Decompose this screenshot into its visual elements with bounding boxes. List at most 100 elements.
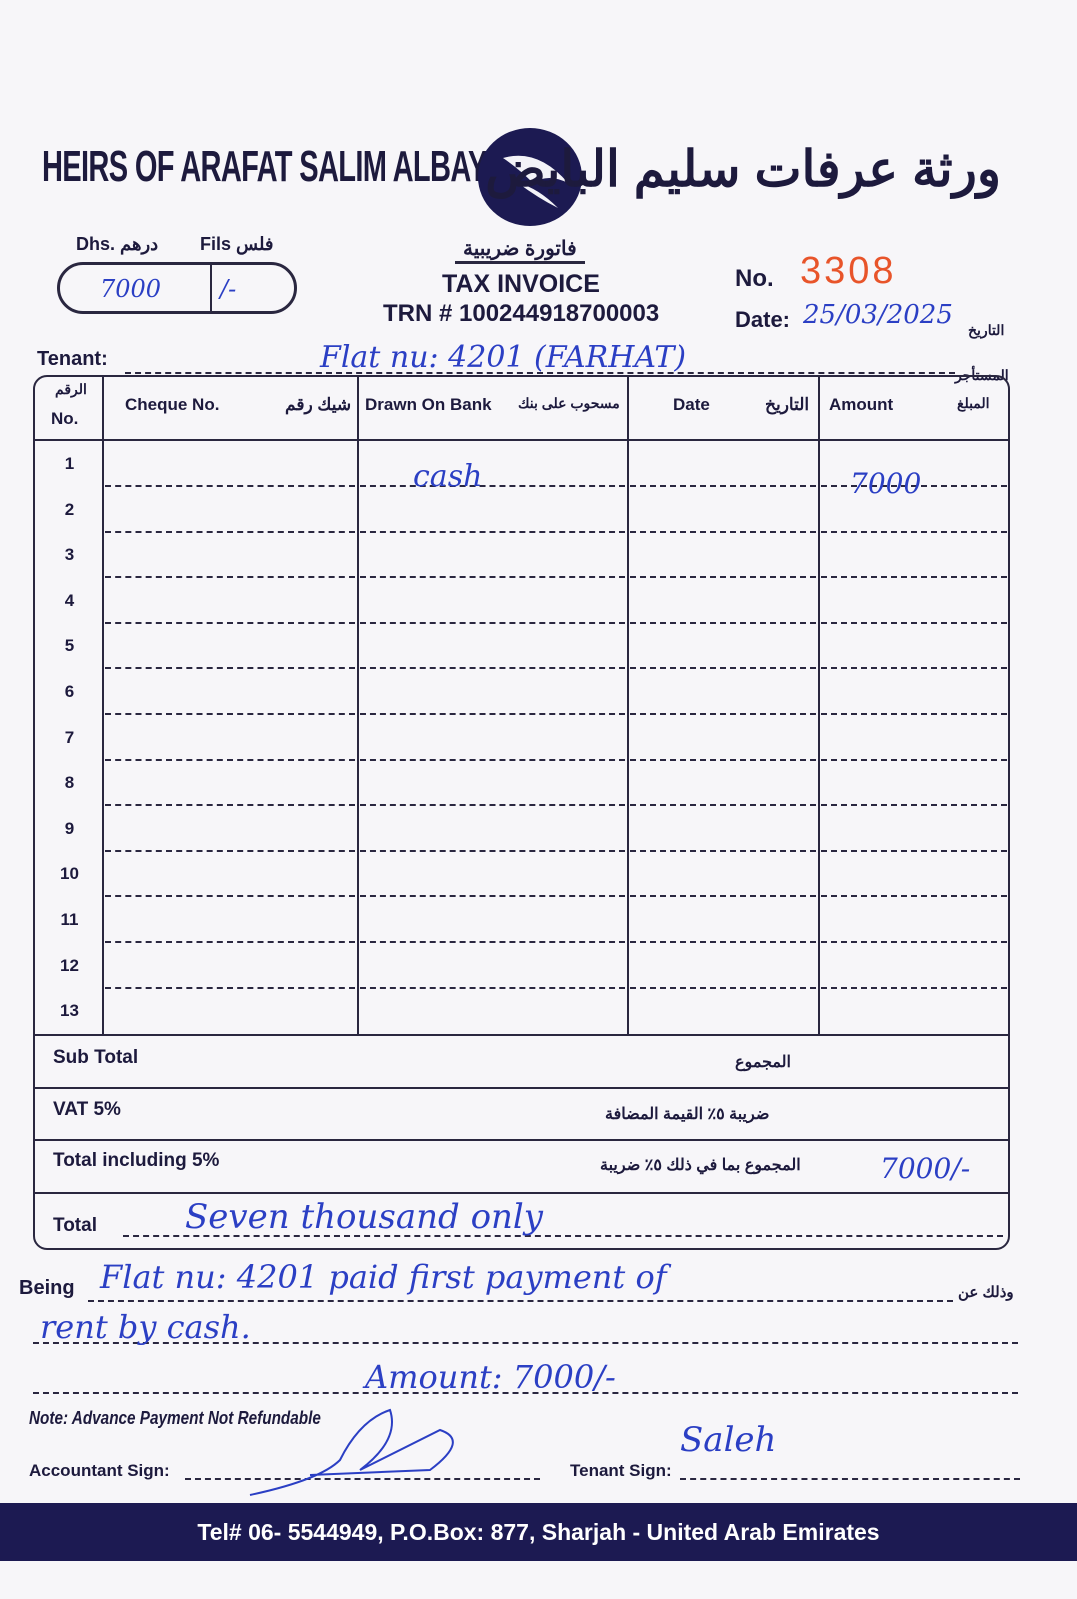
row-line (360, 576, 625, 579)
row-line (360, 895, 625, 898)
row-line (821, 758, 1007, 761)
col-amount-ar: المبلغ (957, 395, 990, 411)
col-no-ar: الرقم (55, 381, 87, 397)
row-number: 12 (60, 955, 79, 975)
row-line (630, 576, 816, 579)
row-line (105, 621, 355, 624)
row-number: 4 (64, 590, 75, 610)
tenant-value: Flat nu: 4201 (FARHAT) (320, 340, 687, 375)
trn: TRN # 100244918700003 (383, 300, 660, 327)
invoice-no-label: No. (735, 265, 774, 292)
col-date: Date (673, 395, 710, 414)
row-line (360, 667, 625, 670)
table-header: الرقم No. Cheque No. شيك رقم Drawn On Ba… (35, 377, 1008, 441)
invoice-no: 3308 (800, 250, 897, 292)
col-bank: Drawn On Bank (365, 395, 492, 414)
total-incl-label-ar: المجموع بما في ذلك ٥٪ ضريبة (600, 1157, 801, 1174)
subtotal-label-ar: المجموع (735, 1054, 791, 1071)
row-line (105, 804, 355, 807)
row-line (821, 804, 1007, 807)
row-line (360, 849, 625, 852)
row-line (105, 758, 355, 761)
row-line (105, 849, 355, 852)
tenant-signature: Saleh (680, 1420, 777, 1460)
dhs-label: Dhs. درهم (76, 234, 159, 254)
row-number: 1 (64, 454, 75, 473)
row1-bank: cash (413, 459, 483, 494)
tenant-sign-label: Tenant Sign: (570, 1461, 672, 1480)
col-amount: Amount (829, 395, 894, 414)
total-incl-label: Total including 5% (53, 1150, 220, 1171)
row-line (360, 758, 625, 761)
row-line (105, 667, 355, 670)
col-cheque: Cheque No. (125, 395, 220, 414)
col-cheque-ar: شيك رقم (285, 395, 352, 414)
row-line (360, 485, 625, 487)
row-line (630, 713, 816, 715)
row-number: 13 (60, 1001, 79, 1021)
being-line3: Amount: 7000/- (365, 1358, 616, 1396)
row-line (821, 667, 1007, 670)
vat-label: VAT 5% (53, 1099, 121, 1120)
row-line (630, 895, 816, 898)
row-line (105, 530, 355, 533)
date-label-ar: التاريخ (968, 322, 1005, 338)
row-line (360, 530, 625, 533)
row-line (821, 986, 1007, 989)
total-words: Seven thousand only (185, 1197, 544, 1237)
being-line1: Flat nu: 4201 paid first payment of (100, 1258, 667, 1296)
dhs-value: 7000 (100, 275, 162, 303)
row-number: 5 (64, 636, 75, 656)
tenant-label: Tenant: (37, 348, 108, 370)
row-line (630, 530, 816, 533)
fils-label: Fils فلس (200, 234, 274, 254)
being-label-ar: وذلك عن (958, 1284, 1014, 1301)
date-value: 25/03/2025 (803, 300, 953, 330)
col-date-ar: التاريخ (765, 395, 810, 414)
row-line (105, 576, 355, 579)
row1-amount: 7000 (850, 467, 922, 500)
row-line (105, 986, 355, 989)
row-line (630, 758, 816, 761)
row-line (360, 941, 625, 943)
accountant-signature (249, 1408, 454, 1496)
company-name-ar: ورثة عرفات سليم البايض (485, 141, 1001, 197)
row-number: 10 (60, 864, 79, 884)
note: Note: Advance Payment Not Refundable (29, 1408, 321, 1428)
row-line (630, 621, 816, 624)
row-number: 7 (64, 727, 75, 747)
row-number: 3 (64, 545, 75, 565)
row-line (821, 576, 1007, 579)
company-logo (478, 128, 582, 226)
row-line (360, 621, 625, 624)
being-line2: rent by cash. (40, 1308, 251, 1346)
total-incl-value: 7000/- (880, 1152, 971, 1185)
eagle-wing-icon (503, 155, 568, 208)
row-line (821, 621, 1007, 624)
row-line (821, 941, 1007, 943)
row-line (821, 849, 1007, 852)
footer-contact: Tel# 06- 5544949, P.O.Box: 877, Sharjah … (0, 1503, 1077, 1561)
row-number: 2 (64, 499, 75, 519)
being-label: Being (19, 1277, 75, 1299)
company-name-en: HEIRS OF ARAFAT SALIM ALBAYEDH (42, 142, 547, 191)
col-no: No. (51, 409, 79, 428)
fils-value: /- (220, 275, 237, 303)
date-label: Date: (735, 307, 791, 332)
row-line (360, 713, 625, 715)
row-line (821, 713, 1007, 715)
doc-title-ar: فاتورة ضريبية (455, 236, 585, 264)
row-line (105, 895, 355, 898)
total-label: Total (53, 1215, 97, 1236)
row-line (105, 485, 355, 487)
doc-title: TAX INVOICE (442, 270, 600, 298)
col-bank-ar: مسحوب على بنك (518, 395, 620, 411)
row-line (630, 849, 816, 852)
row-line (105, 713, 355, 715)
vat-label-ar: ضريبة ٥٪ القيمة المضافة (605, 1106, 770, 1123)
row-line (821, 485, 1007, 487)
accountant-sign-label: Accountant Sign: (29, 1461, 170, 1480)
row-number: 6 (64, 682, 75, 701)
row-line (821, 895, 1007, 898)
row-line (360, 804, 625, 807)
